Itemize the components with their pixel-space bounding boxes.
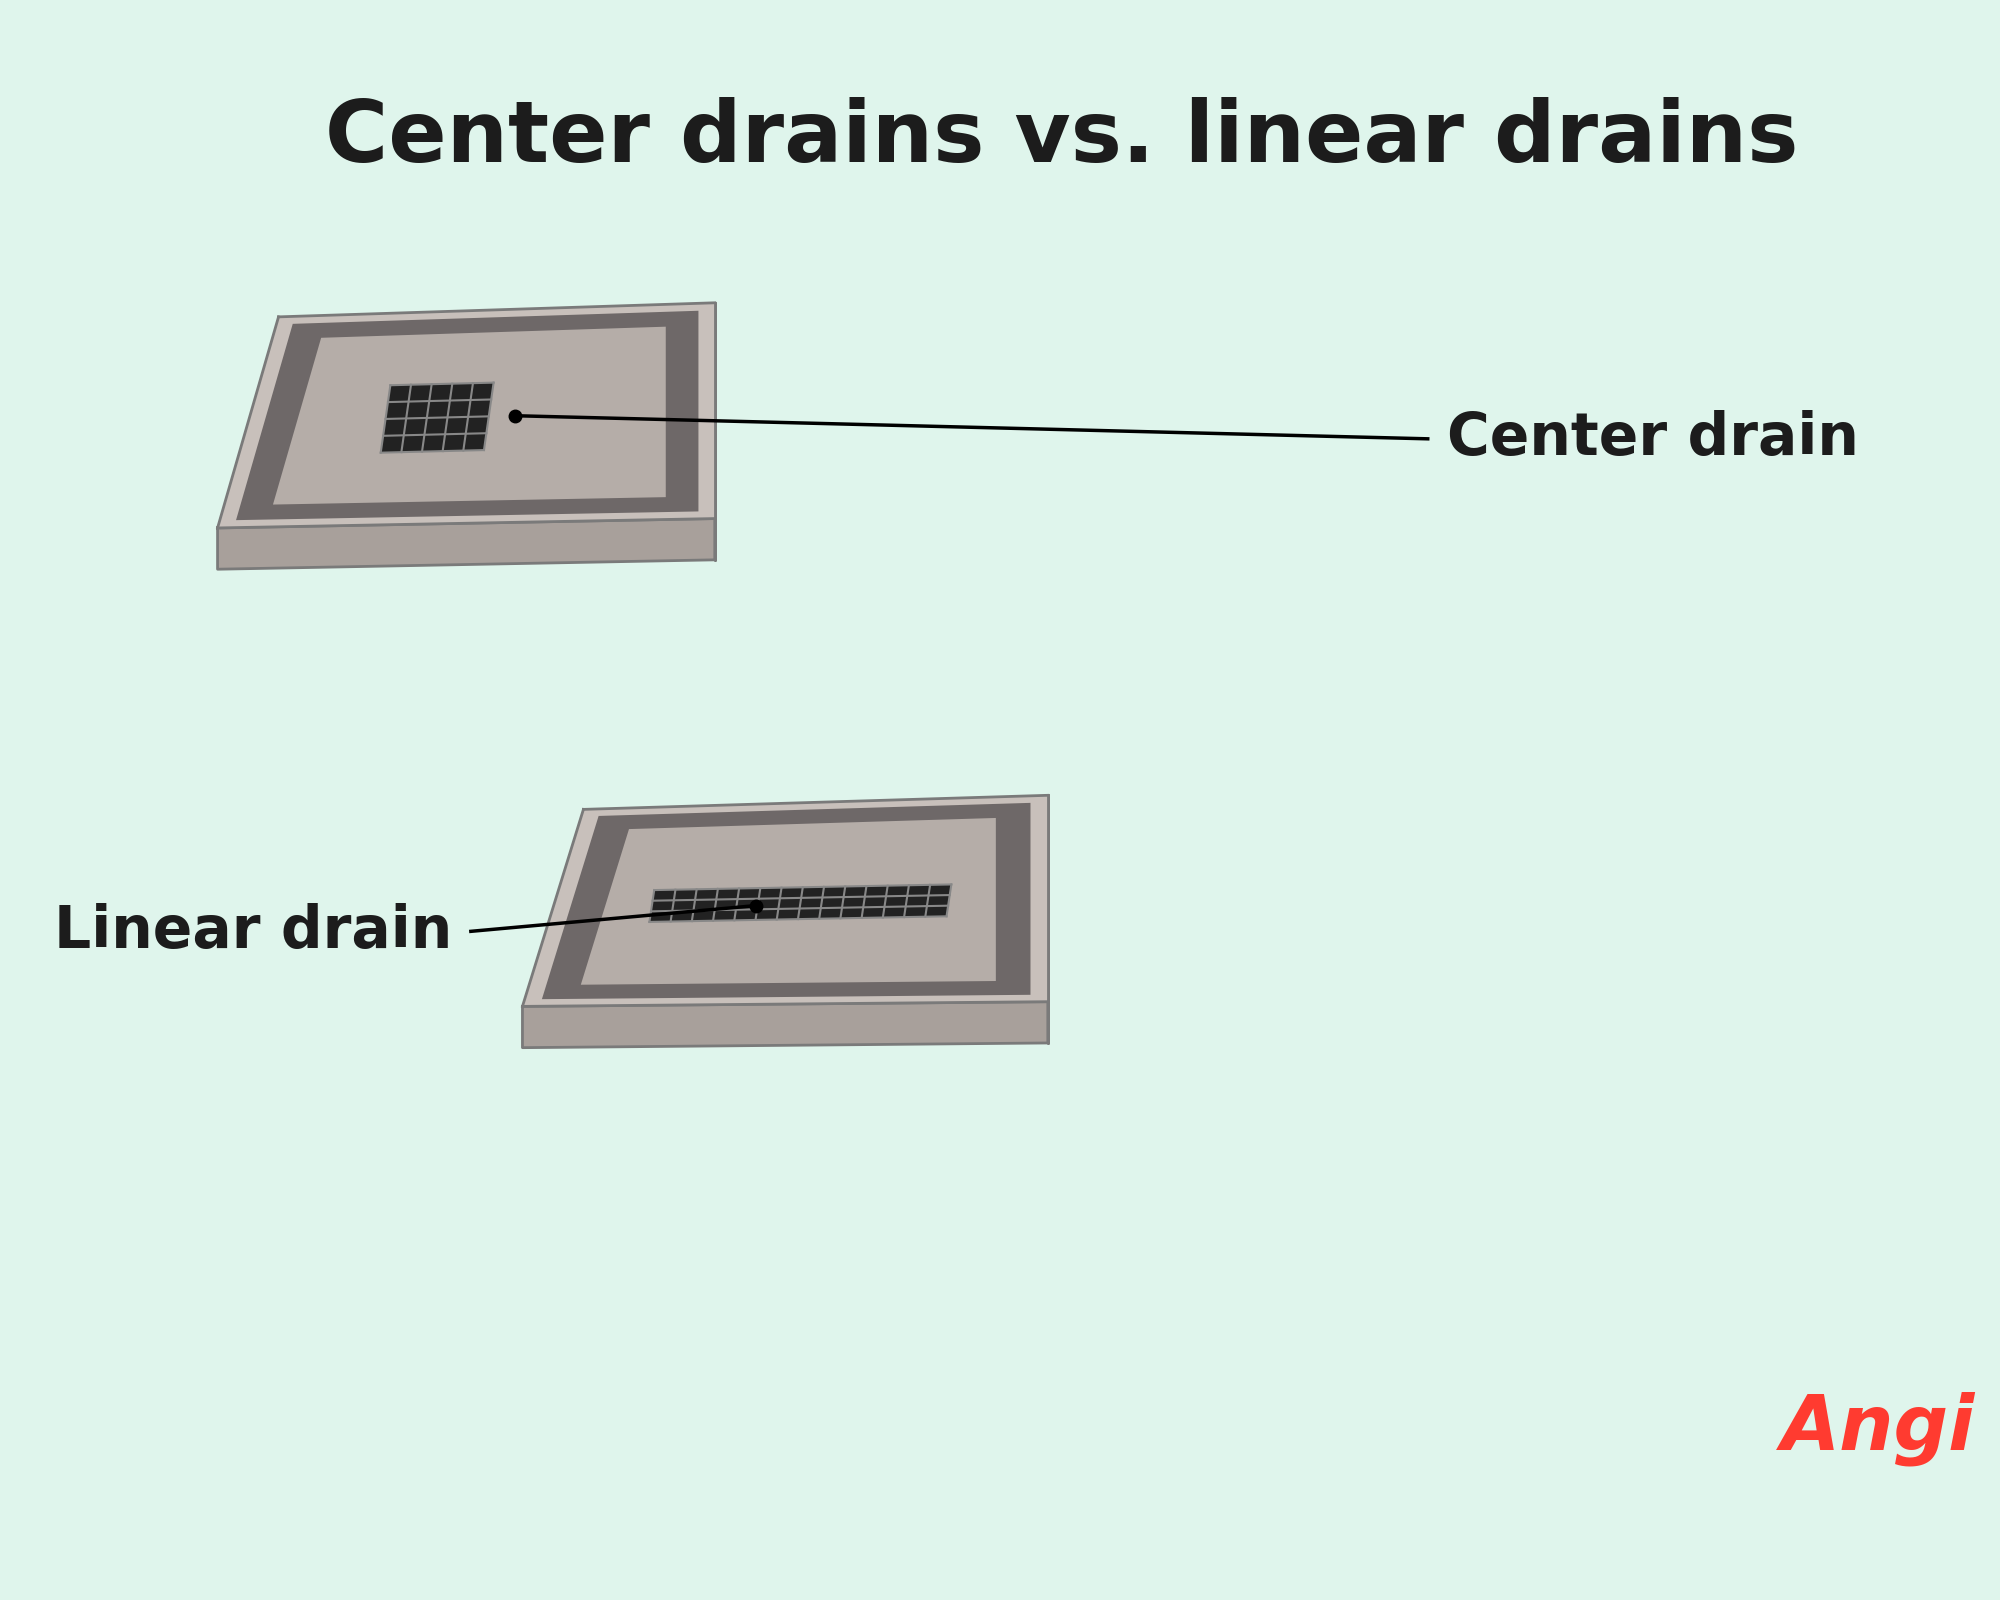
Polygon shape — [218, 518, 714, 570]
Polygon shape — [218, 302, 714, 528]
Text: Center drain: Center drain — [1446, 410, 1858, 467]
Text: Linear drain: Linear drain — [54, 902, 452, 960]
Polygon shape — [650, 885, 952, 922]
Text: Center drains vs. linear drains: Center drains vs. linear drains — [326, 98, 1798, 181]
Polygon shape — [542, 803, 1030, 998]
Polygon shape — [522, 795, 1048, 1006]
Text: Angi: Angi — [1780, 1392, 1976, 1466]
Polygon shape — [380, 382, 494, 453]
Polygon shape — [580, 818, 996, 984]
Polygon shape — [236, 310, 698, 520]
Polygon shape — [522, 1002, 1048, 1048]
Polygon shape — [272, 326, 666, 504]
